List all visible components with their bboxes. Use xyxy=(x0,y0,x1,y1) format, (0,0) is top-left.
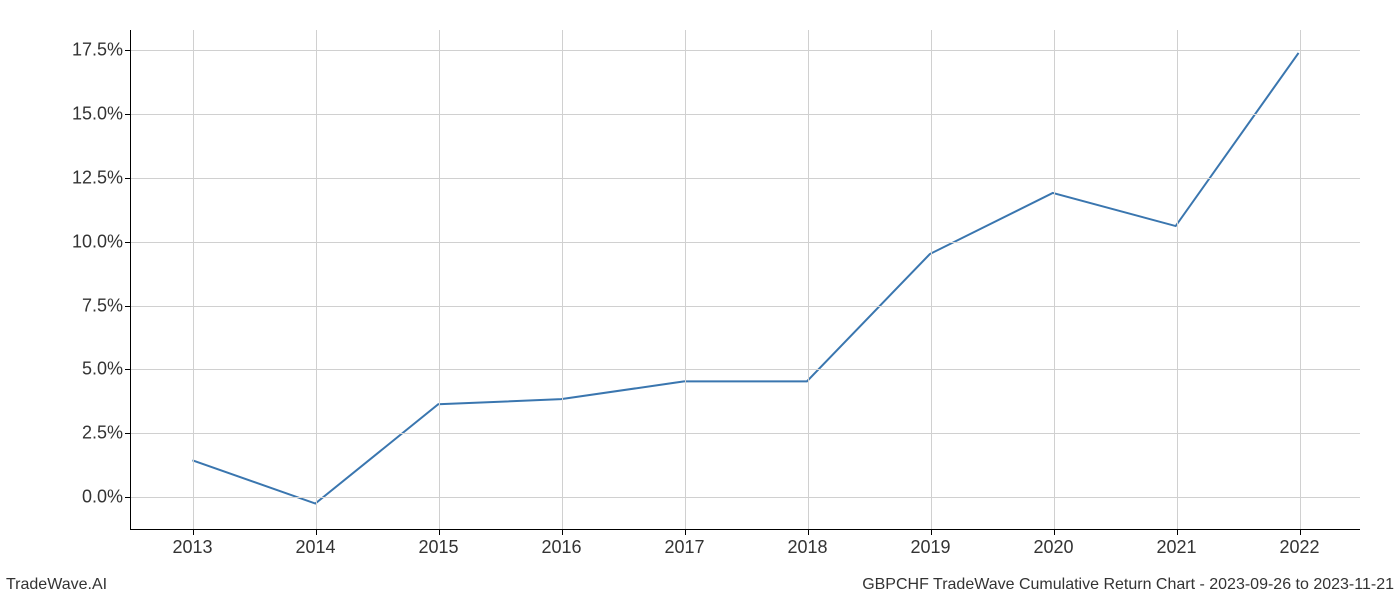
chart-container: 0.0% 2.5% 5.0% 7.5% 10.0% 12.5% 15.0% 17.5% 2013… xyxy=(0,0,1400,600)
y-tick-label: 10.0% xyxy=(72,231,131,252)
footer-right-text: GBPCHF TradeWave Cumulative Return Chart… xyxy=(862,576,1394,594)
y-tick-label: 17.5% xyxy=(72,40,131,61)
x-tick-label: 2014 xyxy=(295,529,335,558)
x-tick-label: 2019 xyxy=(910,529,950,558)
x-tick-label: 2016 xyxy=(541,529,581,558)
y-tick-label: 5.0% xyxy=(82,359,131,380)
grid-line-vertical xyxy=(1300,30,1301,529)
y-tick-label: 2.5% xyxy=(82,423,131,444)
grid-line-vertical xyxy=(562,30,563,529)
grid-line-vertical xyxy=(685,30,686,529)
y-tick-label: 0.0% xyxy=(82,486,131,507)
footer-left-text: TradeWave.AI xyxy=(6,576,107,594)
data-polyline xyxy=(192,53,1298,504)
x-tick-label: 2017 xyxy=(664,529,704,558)
y-tick-label: 15.0% xyxy=(72,104,131,125)
y-tick-label: 7.5% xyxy=(82,295,131,316)
x-tick-label: 2020 xyxy=(1033,529,1073,558)
grid-line-vertical xyxy=(808,30,809,529)
grid-line-vertical xyxy=(316,30,317,529)
x-tick-label: 2021 xyxy=(1156,529,1196,558)
grid-line-vertical xyxy=(439,30,440,529)
x-tick-label: 2015 xyxy=(418,529,458,558)
x-tick-label: 2018 xyxy=(787,529,827,558)
grid-line-vertical xyxy=(1054,30,1055,529)
grid-line-vertical xyxy=(1177,30,1178,529)
x-tick-label: 2022 xyxy=(1279,529,1319,558)
grid-line-vertical xyxy=(193,30,194,529)
plot-area: 0.0%2.5%5.0%7.5%10.0%12.5%15.0%17.5%2013… xyxy=(130,30,1360,530)
x-tick-label: 2013 xyxy=(172,529,212,558)
grid-line-vertical xyxy=(931,30,932,529)
y-tick-label: 12.5% xyxy=(72,167,131,188)
